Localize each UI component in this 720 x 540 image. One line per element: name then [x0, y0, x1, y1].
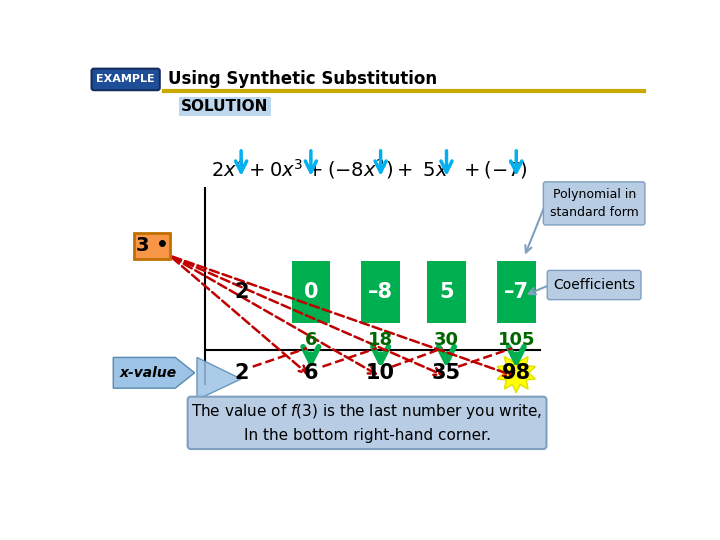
Bar — [497, 261, 536, 323]
Text: EXAMPLE: EXAMPLE — [96, 75, 155, 84]
Text: 6: 6 — [305, 332, 317, 349]
Text: 35: 35 — [432, 363, 461, 383]
Bar — [427, 261, 466, 323]
Polygon shape — [113, 357, 194, 388]
FancyBboxPatch shape — [91, 69, 160, 90]
Text: 5: 5 — [439, 282, 454, 302]
Text: 6: 6 — [304, 363, 318, 383]
Text: 0: 0 — [304, 282, 318, 302]
Text: 18: 18 — [368, 332, 393, 349]
Text: x-value: x-value — [120, 366, 176, 380]
Bar — [361, 261, 400, 323]
Text: Using Synthetic Substitution: Using Synthetic Substitution — [168, 70, 436, 87]
FancyBboxPatch shape — [547, 271, 641, 300]
Text: 98: 98 — [502, 363, 531, 383]
Text: Polynomial in
standard form: Polynomial in standard form — [550, 188, 639, 219]
Text: The value of $f(3)$ is the last number you write,
In the bottom right-hand corne: The value of $f(3)$ is the last number y… — [192, 402, 543, 443]
Bar — [292, 261, 330, 323]
Text: 30: 30 — [434, 332, 459, 349]
Text: 105: 105 — [498, 332, 535, 349]
Text: Coefficients: Coefficients — [553, 278, 635, 292]
Text: $2\mathit{x}^4 + 0\mathit{x}^3 + (-8\mathit{x}^2) +\ 5\mathit{x}\ \ + (-7)$: $2\mathit{x}^4 + 0\mathit{x}^3 + (-8\mat… — [210, 157, 528, 181]
Text: 2: 2 — [234, 282, 248, 302]
Polygon shape — [197, 357, 241, 400]
FancyBboxPatch shape — [188, 397, 546, 449]
Text: SOLUTION: SOLUTION — [181, 99, 269, 114]
Text: 10: 10 — [366, 363, 395, 383]
FancyBboxPatch shape — [179, 97, 271, 116]
FancyBboxPatch shape — [544, 182, 645, 225]
Polygon shape — [497, 353, 536, 393]
Text: –7: –7 — [504, 282, 528, 302]
FancyBboxPatch shape — [134, 233, 170, 259]
Text: 2: 2 — [234, 363, 248, 383]
Text: 3 •: 3 • — [135, 237, 168, 255]
Text: –8: –8 — [368, 282, 393, 302]
